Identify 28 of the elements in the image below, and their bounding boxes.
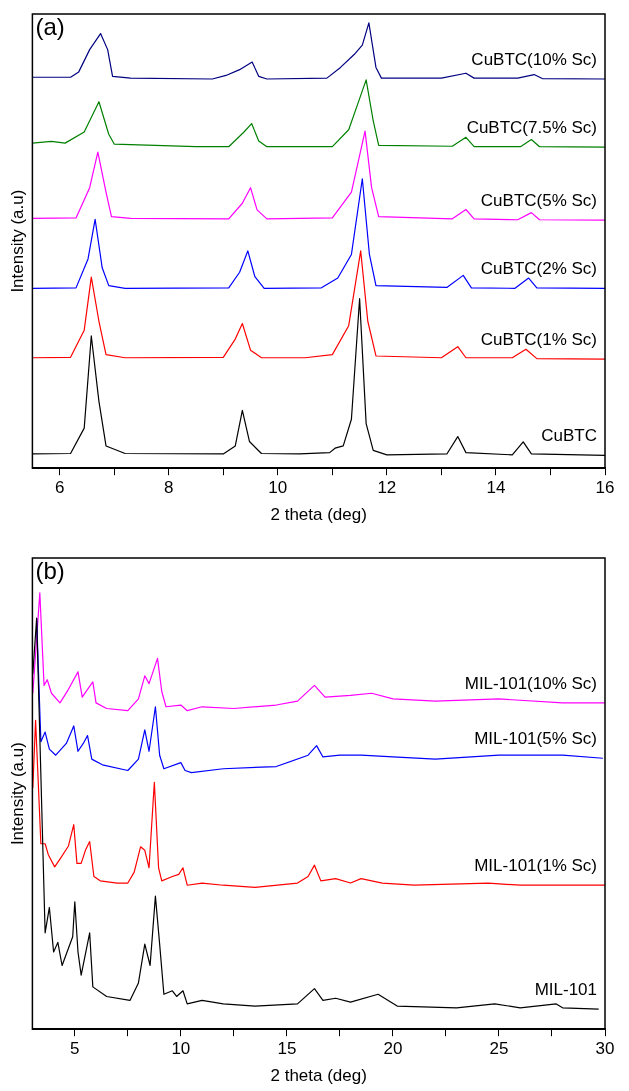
x-axis-title: 2 theta (deg) bbox=[270, 505, 367, 525]
x-tick-label: 30 bbox=[595, 1039, 615, 1059]
annotation: (a) bbox=[35, 12, 65, 40]
y-axis-title: Intensity (a.u) bbox=[7, 742, 27, 846]
x-tick-label: 20 bbox=[383, 1039, 403, 1059]
series-label: CuBTC(1% Sc) bbox=[480, 330, 597, 350]
x-tick-label: 15 bbox=[277, 1039, 297, 1059]
x-tick-label: 25 bbox=[489, 1039, 509, 1059]
x-tick-label: 12 bbox=[377, 478, 397, 498]
x-tick-label: 16 bbox=[595, 478, 615, 498]
x-tick-label: 6 bbox=[54, 478, 65, 498]
series-label: CuBTC(7.5% Sc) bbox=[466, 118, 597, 138]
series-label: MIL-101(5% Sc) bbox=[474, 729, 597, 749]
series-label: CuBTC bbox=[541, 426, 597, 446]
x-tick-label: 5 bbox=[70, 1039, 80, 1059]
text: (b) bbox=[35, 556, 65, 584]
series-label: CuBTC(2% Sc) bbox=[480, 259, 597, 279]
x-tick-label: 14 bbox=[486, 478, 506, 498]
series-label: CuBTC(5% Sc) bbox=[480, 191, 597, 211]
series-label: CuBTC(10% Sc) bbox=[471, 50, 597, 70]
x-tick-label: 10 bbox=[268, 478, 288, 498]
y-axis-title: Intensity (a.u) bbox=[7, 189, 27, 293]
x-tick-label: 8 bbox=[164, 478, 174, 498]
x-tick-label: 10 bbox=[171, 1039, 191, 1059]
series-label: MIL-101(10% Sc) bbox=[464, 674, 597, 694]
series-label: MIL-101 bbox=[534, 980, 597, 1000]
series-label: MIL-101(1% Sc) bbox=[474, 856, 597, 876]
x-axis-title: 2 theta (deg) bbox=[270, 1066, 367, 1086]
